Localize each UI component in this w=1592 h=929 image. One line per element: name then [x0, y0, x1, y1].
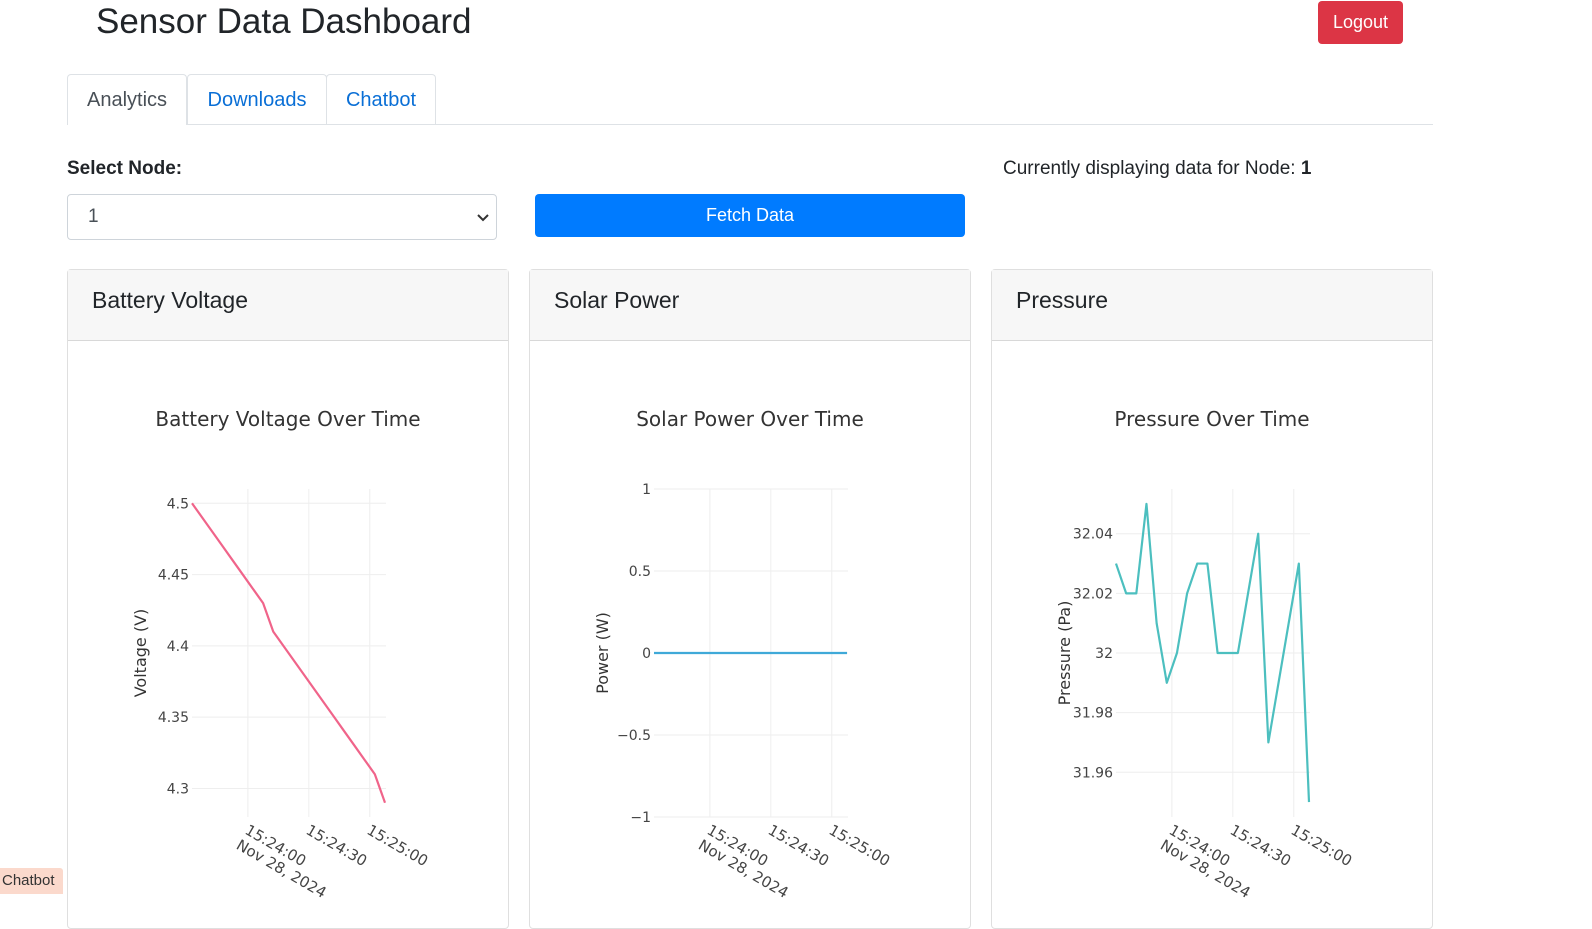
chart-title: Battery Voltage Over Time	[155, 407, 420, 431]
y-tick-label: 0.5	[629, 564, 651, 580]
fetch-button[interactable]: Fetch Data	[535, 194, 965, 237]
y-tick-label: −1	[630, 810, 651, 826]
card-title: Solar Power	[530, 270, 970, 341]
y-tick-label: 32.04	[1073, 527, 1113, 543]
chevron	[477, 214, 489, 222]
x-tick-label: 15:25:00	[1288, 821, 1355, 870]
status: Currently displaying data for Node: 1	[1003, 157, 1311, 181]
y-tick-label: 32	[1095, 646, 1113, 662]
status-text: Currently displaying data for Node:	[1003, 158, 1296, 179]
y-tick-label: 31.96	[1073, 765, 1113, 781]
page: Sensor Data Dashboard Logout Analytics D…	[0, 1, 1433, 929]
x-tick-label: 15:24:30	[303, 821, 370, 870]
x-tick-label: 15:24:30	[765, 821, 832, 870]
tab[interactable]: Downloads	[187, 74, 327, 124]
y-axis-label: Voltage (V)	[131, 609, 150, 698]
y-tick-label: 4.35	[158, 710, 189, 726]
page-title: Sensor Data Dashboard	[96, 2, 472, 41]
y-axis-label: Power (W)	[593, 612, 612, 694]
data-line	[1114, 502, 1311, 803]
y-tick-label: 31.98	[1073, 706, 1113, 722]
y-tick-label: 4.45	[158, 568, 189, 584]
tabs: Analytics Downloads Chatbot	[67, 74, 1433, 125]
card-title: Battery Voltage	[68, 270, 508, 341]
tab[interactable]: Chatbot	[326, 74, 436, 124]
select-label: Select Node:	[67, 158, 183, 179]
y-tick-label: 1	[642, 482, 651, 498]
x-tick-label: 15:25:00	[364, 821, 431, 870]
card: Battery Voltage Battery Voltage Over Tim…	[67, 269, 509, 929]
y-tick-label: 4.4	[167, 639, 189, 655]
x-tick-label: 15:25:00	[826, 821, 893, 870]
select-value: 1	[88, 206, 99, 227]
y-tick-label: −0.5	[617, 728, 651, 744]
y-axis-label: Pressure (Pa)	[1055, 601, 1074, 706]
y-tick-label: 32.02	[1073, 586, 1113, 602]
logout-button[interactable]: Logout	[1318, 1, 1403, 44]
chart: Battery Voltage Over Time Voltage (V) 4.3 4…	[131, 407, 431, 902]
chatbot-badge[interactable]: Chatbot	[0, 868, 63, 894]
chart: Solar Power Over Time Power (W) −1 −0.5 0 0.5…	[593, 407, 893, 902]
card: Solar Power Solar Power Over Time Power (…	[529, 269, 971, 929]
y-tick-label: 4.5	[167, 496, 189, 512]
card: Pressure Pressure Over Time Pressure (Pa)…	[991, 269, 1433, 929]
y-tick-label: 0	[642, 646, 651, 662]
status-node: 1	[1300, 158, 1312, 179]
x-tick-label: 15:24:30	[1227, 821, 1294, 870]
chart-title: Solar Power Over Time	[636, 407, 864, 431]
card-title: Pressure	[992, 270, 1432, 341]
chart: Pressure Over Time Pressure (Pa) 31.96 31.9…	[1055, 407, 1355, 902]
node-select[interactable]: 1	[67, 194, 497, 240]
data-line	[191, 502, 387, 804]
y-tick-label: 4.3	[167, 781, 189, 797]
tab[interactable]: Analytics	[67, 74, 187, 125]
chart-title: Pressure Over Time	[1114, 407, 1309, 431]
